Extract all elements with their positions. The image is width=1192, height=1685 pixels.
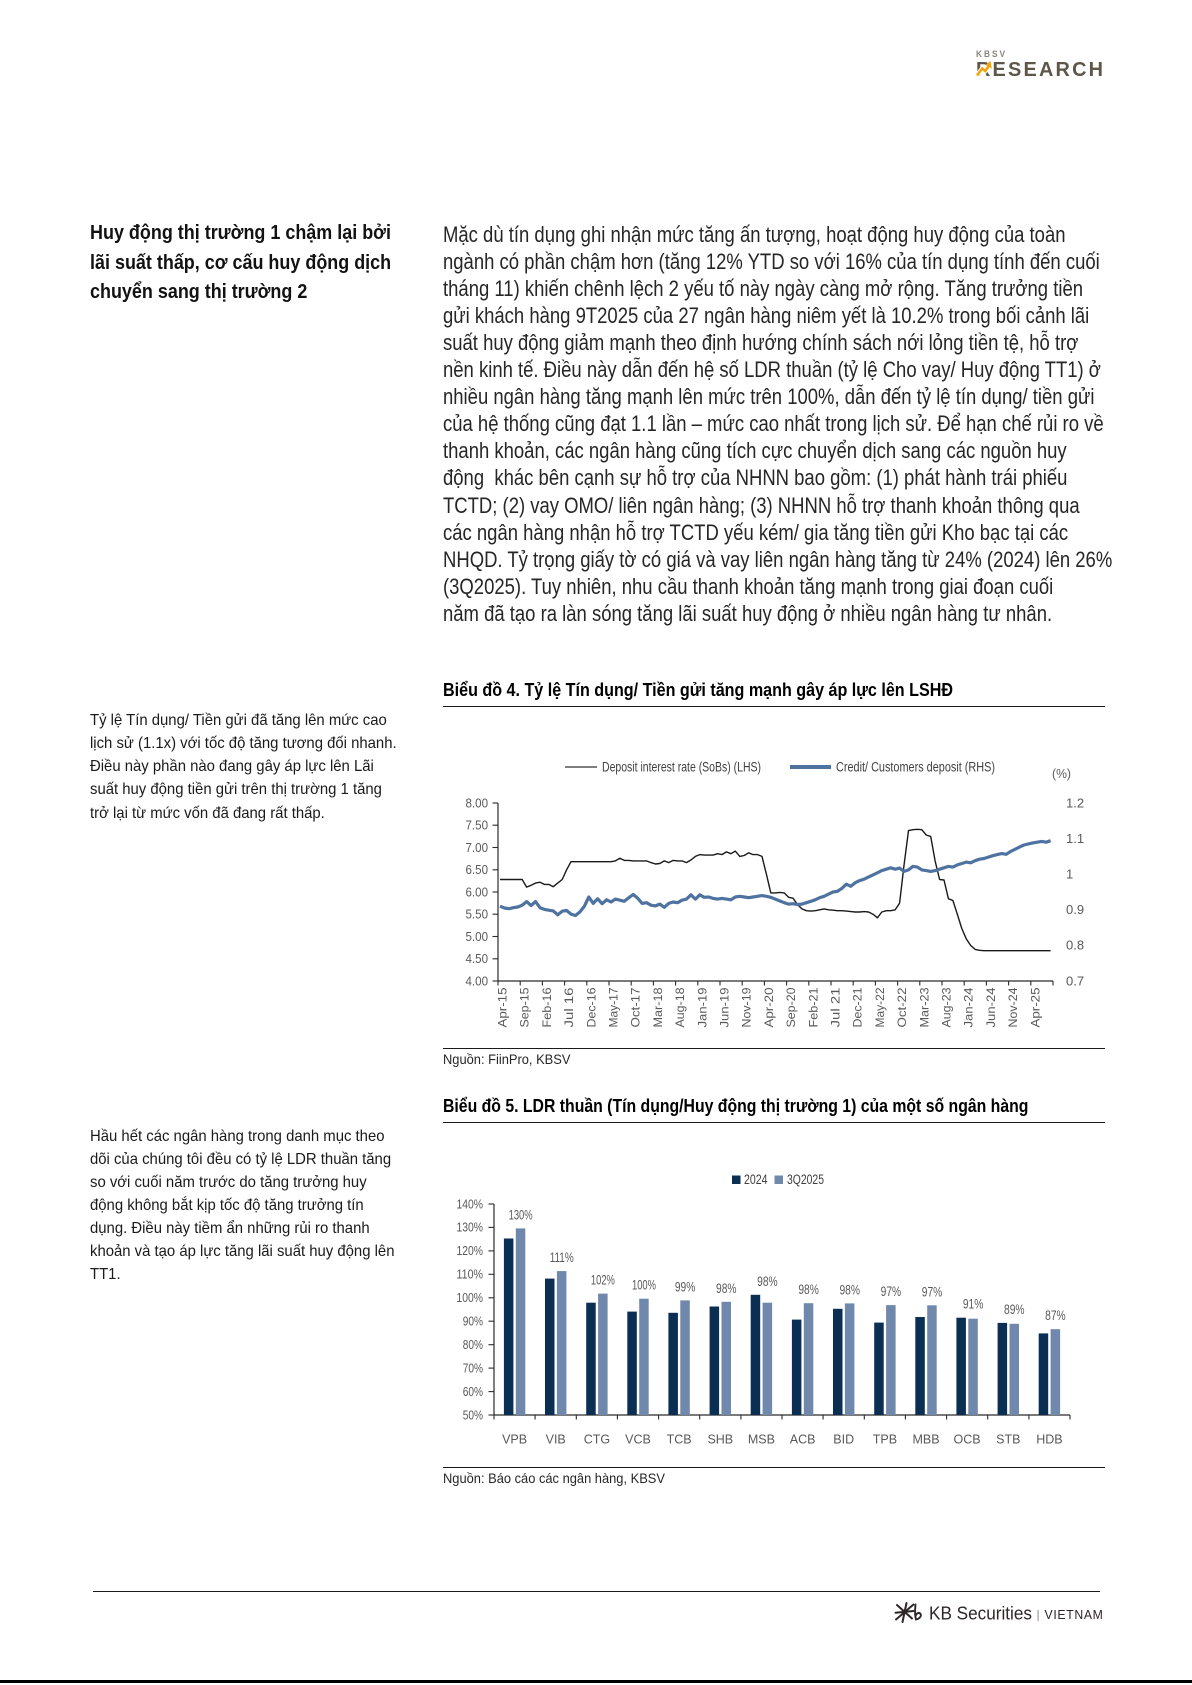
svg-text:98%: 98% <box>798 1281 819 1297</box>
svg-text:Dec-21: Dec-21 <box>853 988 865 1028</box>
svg-text:98%: 98% <box>716 1280 737 1296</box>
svg-text:110%: 110% <box>457 1267 484 1282</box>
svg-text:(%): (%) <box>1052 766 1071 781</box>
svg-text:130%: 130% <box>509 1206 533 1222</box>
svg-text:5.00: 5.00 <box>466 929 489 944</box>
svg-text:130%: 130% <box>457 1220 484 1235</box>
svg-text:60%: 60% <box>463 1384 484 1399</box>
svg-text:VCB: VCB <box>625 1433 651 1447</box>
svg-text:Dec-16: Dec-16 <box>586 988 598 1028</box>
svg-text:STB: STB <box>996 1433 1020 1447</box>
svg-text:2024: 2024 <box>744 1172 768 1187</box>
svg-text:ACB: ACB <box>790 1433 816 1447</box>
svg-text:Deposit interest rate (SoBs) (: Deposit interest rate (SoBs) (LHS) <box>602 760 761 775</box>
svg-text:VIB: VIB <box>546 1433 566 1447</box>
svg-text:OCB: OCB <box>954 1433 981 1447</box>
svg-text:100%: 100% <box>632 1277 656 1293</box>
svg-text:TCB: TCB <box>667 1433 692 1447</box>
svg-text:1.1: 1.1 <box>1066 831 1084 846</box>
svg-text:87%: 87% <box>1045 1307 1066 1323</box>
svg-text:TPB: TPB <box>873 1433 897 1447</box>
svg-text:90%: 90% <box>463 1314 484 1329</box>
svg-text:3Q2025: 3Q2025 <box>787 1172 824 1187</box>
svg-text:KB Securities: KB Securities <box>929 1604 1032 1624</box>
svg-text:7.00: 7.00 <box>466 840 489 855</box>
svg-text:Apr-20: Apr-20 <box>764 988 776 1028</box>
svg-text:8.00: 8.00 <box>466 795 489 810</box>
svg-text:4.00: 4.00 <box>466 973 489 988</box>
svg-text:Oct-22: Oct-22 <box>897 988 909 1028</box>
svg-text:Mar-18: Mar-18 <box>653 988 665 1028</box>
svg-text:120%: 120% <box>457 1243 484 1258</box>
svg-text:70%: 70% <box>463 1360 484 1375</box>
svg-text:Sep-15: Sep-15 <box>520 988 532 1028</box>
svg-text:4.50: 4.50 <box>466 951 489 966</box>
svg-text:102%: 102% <box>591 1272 615 1288</box>
svg-text:Credit/ Customers deposit (RHS: Credit/ Customers deposit (RHS) <box>836 760 995 775</box>
svg-text:6.00: 6.00 <box>466 884 489 899</box>
svg-text:Jun-19: Jun-19 <box>720 988 732 1028</box>
svg-text:7.50: 7.50 <box>466 818 489 833</box>
svg-text:98%: 98% <box>757 1273 778 1289</box>
svg-text:0.8: 0.8 <box>1066 938 1084 953</box>
svg-text:111%: 111% <box>550 1249 574 1265</box>
svg-text:Jul 16: Jul 16 <box>564 988 576 1028</box>
svg-text:May-17: May-17 <box>609 988 621 1028</box>
svg-text:Jul 21: Jul 21 <box>831 988 843 1028</box>
svg-text:97%: 97% <box>922 1283 943 1299</box>
svg-text:0.7: 0.7 <box>1066 973 1084 988</box>
svg-text:|: | <box>1037 1608 1040 1622</box>
svg-text:6.50: 6.50 <box>466 862 489 877</box>
svg-text:99%: 99% <box>675 1278 696 1294</box>
svg-text:Apr-25: Apr-25 <box>1030 988 1042 1028</box>
svg-text:89%: 89% <box>1004 1301 1025 1317</box>
svg-text:Sep-20: Sep-20 <box>786 988 798 1028</box>
svg-text:98%: 98% <box>839 1281 860 1297</box>
svg-text:Oct-17: Oct-17 <box>631 988 643 1028</box>
svg-text:BID: BID <box>833 1433 854 1447</box>
svg-text:100%: 100% <box>457 1290 484 1305</box>
svg-text:Jan-19: Jan-19 <box>697 988 709 1028</box>
svg-text:CTG: CTG <box>584 1433 610 1447</box>
svg-text:Aug-23: Aug-23 <box>942 988 954 1028</box>
svg-text:97%: 97% <box>881 1283 902 1299</box>
svg-text:Jun-24: Jun-24 <box>986 987 998 1028</box>
svg-text:140%: 140% <box>457 1196 484 1211</box>
svg-text:Feb-21: Feb-21 <box>808 988 820 1028</box>
svg-text:1: 1 <box>1066 867 1073 882</box>
svg-text:VIETNAM: VIETNAM <box>1045 1607 1104 1622</box>
svg-text:0.9: 0.9 <box>1066 902 1084 917</box>
svg-text:Aug-18: Aug-18 <box>675 988 687 1028</box>
svg-text:Apr-15: Apr-15 <box>498 988 510 1028</box>
svg-text:Nov-19: Nov-19 <box>742 988 754 1028</box>
svg-text:MBB: MBB <box>912 1433 939 1447</box>
svg-text:Jan-24: Jan-24 <box>964 987 976 1028</box>
svg-text:91%: 91% <box>963 1296 984 1312</box>
svg-text:80%: 80% <box>463 1337 484 1352</box>
svg-text:Nov-24: Nov-24 <box>1008 987 1020 1028</box>
svg-text:1.2: 1.2 <box>1066 795 1084 810</box>
svg-text:HDB: HDB <box>1036 1433 1062 1447</box>
svg-text:MSB: MSB <box>748 1433 775 1447</box>
svg-text:VPB: VPB <box>502 1433 527 1447</box>
svg-text:May-22: May-22 <box>875 988 887 1028</box>
svg-text:5.50: 5.50 <box>466 907 489 922</box>
svg-text:Mar-23: Mar-23 <box>919 988 931 1028</box>
svg-text:SHB: SHB <box>707 1433 733 1447</box>
svg-text:50%: 50% <box>463 1407 484 1422</box>
svg-text:Feb-16: Feb-16 <box>542 988 554 1028</box>
